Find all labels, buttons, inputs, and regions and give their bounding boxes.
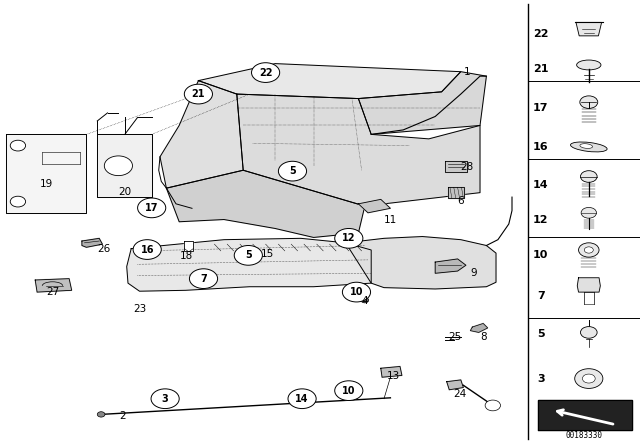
Text: 17: 17 xyxy=(533,103,548,112)
Circle shape xyxy=(335,381,363,401)
Circle shape xyxy=(133,240,161,259)
Text: 5: 5 xyxy=(289,166,296,176)
Circle shape xyxy=(288,389,316,409)
Text: 21: 21 xyxy=(191,89,205,99)
Circle shape xyxy=(10,140,26,151)
Circle shape xyxy=(582,374,595,383)
Circle shape xyxy=(580,327,597,338)
Text: 18: 18 xyxy=(180,251,193,261)
Polygon shape xyxy=(576,22,602,36)
Text: 6: 6 xyxy=(458,196,464,206)
Text: 9: 9 xyxy=(470,268,477,278)
Text: 26: 26 xyxy=(97,244,110,254)
Circle shape xyxy=(575,369,603,388)
Polygon shape xyxy=(127,238,371,291)
Circle shape xyxy=(151,389,179,409)
Text: 16: 16 xyxy=(533,142,548,152)
Circle shape xyxy=(97,412,105,417)
Text: 1: 1 xyxy=(464,67,470,77)
Text: 5: 5 xyxy=(245,250,252,260)
Polygon shape xyxy=(160,81,243,188)
Polygon shape xyxy=(184,241,193,251)
Circle shape xyxy=(342,282,371,302)
Text: 5: 5 xyxy=(537,329,545,339)
Text: 3: 3 xyxy=(162,394,168,404)
Text: 14: 14 xyxy=(533,180,548,190)
Text: 17: 17 xyxy=(145,203,159,213)
Circle shape xyxy=(361,297,369,303)
Polygon shape xyxy=(346,237,496,289)
Text: 22: 22 xyxy=(533,29,548,39)
Ellipse shape xyxy=(570,142,607,152)
Text: 10: 10 xyxy=(349,287,364,297)
Text: 13: 13 xyxy=(387,371,400,381)
Text: 7: 7 xyxy=(200,274,207,284)
Text: 28: 28 xyxy=(461,162,474,172)
Polygon shape xyxy=(381,366,402,377)
Polygon shape xyxy=(237,94,480,206)
Text: 3: 3 xyxy=(537,374,545,383)
Polygon shape xyxy=(435,259,466,273)
Polygon shape xyxy=(577,278,600,292)
Circle shape xyxy=(579,243,599,257)
Circle shape xyxy=(10,196,26,207)
Polygon shape xyxy=(198,64,461,99)
Circle shape xyxy=(485,400,500,411)
Text: 14: 14 xyxy=(295,394,309,404)
Circle shape xyxy=(234,246,262,265)
Polygon shape xyxy=(358,199,390,213)
Circle shape xyxy=(580,96,598,108)
Text: 22: 22 xyxy=(259,68,273,78)
Circle shape xyxy=(189,269,218,289)
Circle shape xyxy=(584,247,593,253)
Text: 16: 16 xyxy=(140,245,154,254)
Text: 10: 10 xyxy=(342,386,356,396)
Polygon shape xyxy=(445,161,467,172)
Text: 24: 24 xyxy=(453,389,466,399)
Polygon shape xyxy=(82,238,102,247)
Text: 23: 23 xyxy=(133,304,146,314)
Ellipse shape xyxy=(580,144,593,148)
Ellipse shape xyxy=(577,60,601,70)
Text: 19: 19 xyxy=(40,179,52,189)
Text: 00183330: 00183330 xyxy=(565,431,602,440)
Polygon shape xyxy=(358,72,486,134)
Text: 25: 25 xyxy=(448,332,461,342)
Text: 12: 12 xyxy=(342,233,356,243)
Text: 4: 4 xyxy=(362,296,368,306)
Circle shape xyxy=(104,156,132,176)
Circle shape xyxy=(278,161,307,181)
Circle shape xyxy=(252,63,280,82)
Polygon shape xyxy=(448,187,464,198)
Circle shape xyxy=(335,228,363,248)
Text: 11: 11 xyxy=(384,215,397,224)
Circle shape xyxy=(581,207,596,218)
Text: 7: 7 xyxy=(537,291,545,301)
Polygon shape xyxy=(35,279,72,292)
Text: 21: 21 xyxy=(533,65,548,74)
Text: 12: 12 xyxy=(533,215,548,224)
Circle shape xyxy=(138,198,166,218)
Circle shape xyxy=(580,171,597,182)
Text: 27: 27 xyxy=(46,287,59,297)
Circle shape xyxy=(184,84,212,104)
Text: 15: 15 xyxy=(261,250,274,259)
Text: 2: 2 xyxy=(120,411,126,421)
Text: 10: 10 xyxy=(533,250,548,260)
Polygon shape xyxy=(166,170,365,237)
Polygon shape xyxy=(470,323,488,332)
Polygon shape xyxy=(97,134,152,197)
Text: 8: 8 xyxy=(480,332,486,342)
Polygon shape xyxy=(447,380,463,390)
Polygon shape xyxy=(6,134,86,213)
Polygon shape xyxy=(538,400,632,430)
Text: 20: 20 xyxy=(118,187,131,197)
